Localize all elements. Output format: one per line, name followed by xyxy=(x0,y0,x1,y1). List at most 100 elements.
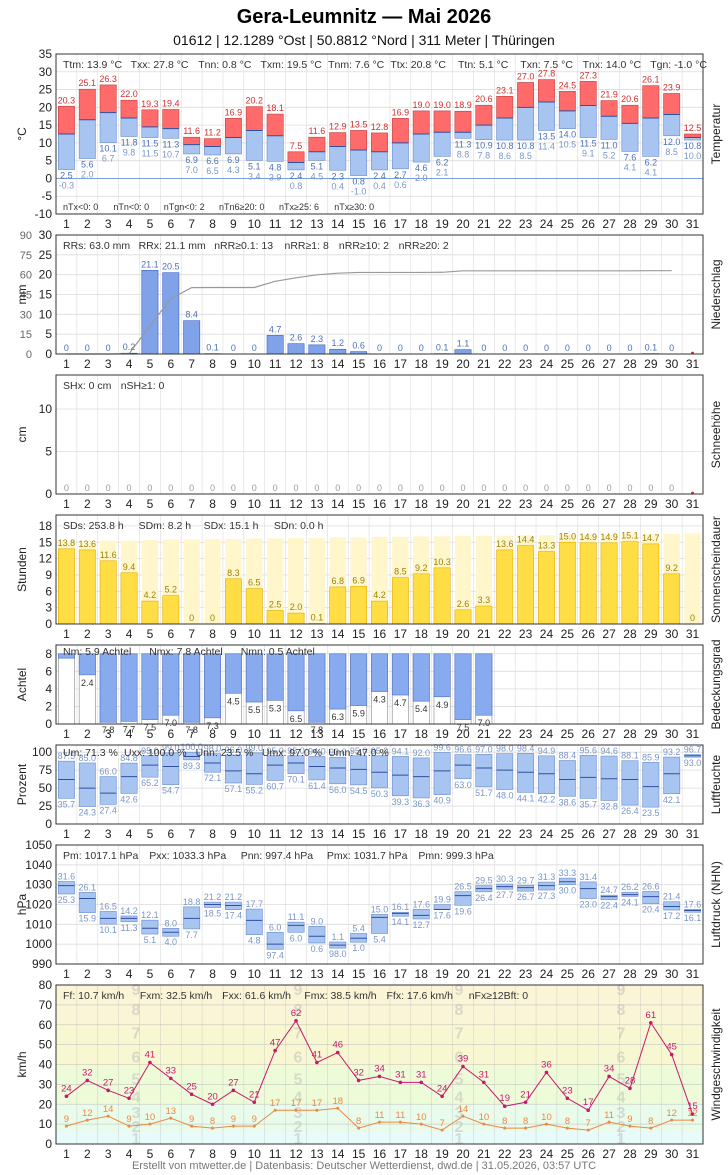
beaufort-label: 3 xyxy=(294,1105,303,1122)
snow-label: 0 xyxy=(189,483,194,493)
x-tick-label: 20 xyxy=(456,827,470,841)
rain-label: 0 xyxy=(607,343,612,353)
x-tick-label: 23 xyxy=(519,357,533,371)
x-tick-label: 28 xyxy=(623,217,637,231)
x-tick-label: 28 xyxy=(623,357,637,371)
temp-min-bar xyxy=(266,135,284,162)
pressure-max-label: 31.6 xyxy=(58,871,76,881)
humidity-bar xyxy=(433,752,451,795)
humidity-max-label: 85.0 xyxy=(79,753,97,763)
temp-ground-label: 4.5 xyxy=(311,171,324,181)
cloud-label: 6.3 xyxy=(332,712,345,722)
x-tick-label: 31 xyxy=(686,357,700,371)
gust-point xyxy=(628,1086,632,1091)
x-tick-label: 11 xyxy=(269,727,282,741)
temp-max-bar xyxy=(287,151,305,163)
stat-label: Umx: 97.0 % xyxy=(262,747,322,759)
humidity-max-label: 95.6 xyxy=(579,745,597,755)
humidity-max-label: 93.2 xyxy=(663,747,681,757)
cloud-bar xyxy=(266,653,284,701)
temp-min-label: 6.2 xyxy=(645,157,658,167)
sun-bar xyxy=(621,541,639,625)
humidity-max-label: 99.6 xyxy=(433,742,451,752)
x-tick-label: 13 xyxy=(310,967,324,981)
beaufort-label: 8 xyxy=(455,1002,464,1019)
gust-point xyxy=(649,1020,653,1025)
x-tick-label: 23 xyxy=(519,627,533,641)
pressure-min-label: 17.6 xyxy=(433,910,451,920)
beaufort-label: 8 xyxy=(617,1002,626,1019)
sun-bar xyxy=(266,610,284,625)
y-tick-label: 5 xyxy=(45,445,52,459)
beaufort-label: 6 xyxy=(455,1050,464,1067)
sun-possible-bar xyxy=(454,535,472,624)
sun-label: 4.2 xyxy=(373,590,386,600)
snow-label: 0 xyxy=(419,483,424,493)
x-tick-label: 16 xyxy=(373,217,387,231)
snow-label: 0 xyxy=(356,483,361,493)
sun-bar xyxy=(600,542,618,625)
temp-ground-label: 6.5 xyxy=(206,166,219,176)
temp-max-bar xyxy=(412,110,430,135)
humidity-min-label: 70.1 xyxy=(287,775,305,785)
humidity-min-label: 61.4 xyxy=(308,781,326,791)
temp-min-label: 5.1 xyxy=(311,161,324,171)
x-tick-label: 18 xyxy=(415,357,429,371)
humidity-bar xyxy=(642,762,660,808)
x-tick-label: 30 xyxy=(665,827,679,841)
gust-label: 32 xyxy=(353,1067,364,1078)
x-tick-label: 24 xyxy=(540,1147,554,1161)
sun-bar xyxy=(99,560,117,625)
pressure-min-label: 18.5 xyxy=(204,908,222,918)
x-tick-label: 29 xyxy=(644,497,658,511)
x-tick-label: 4 xyxy=(126,727,133,741)
cloud-bar xyxy=(141,653,159,720)
pressure-max-label: 16.1 xyxy=(392,902,410,912)
humidity-bar xyxy=(538,755,555,794)
gust-label: 28 xyxy=(625,1075,636,1086)
x-tick-label: 3 xyxy=(105,827,112,841)
pressure-min-label: 20.4 xyxy=(642,905,660,915)
humidity-min-label: 48.0 xyxy=(496,791,514,801)
x-tick-label: 20 xyxy=(456,1147,470,1161)
x-tick-label: 13 xyxy=(310,217,324,231)
stat-label: nTgn<0: 2 xyxy=(164,202,205,212)
snow-label: 0 xyxy=(64,483,69,493)
beaufort-label: 6 xyxy=(617,1050,626,1067)
sun-bar xyxy=(538,551,555,625)
temp-ground-label: 2.0 xyxy=(81,170,94,180)
x-tick-label: 18 xyxy=(415,217,429,231)
temp-ground-label: 11.4 xyxy=(538,141,555,151)
x-tick-label: 2 xyxy=(84,827,91,841)
humidity-bar xyxy=(517,753,535,793)
sun-possible-bar xyxy=(287,537,305,624)
pressure-min-label: 7.7 xyxy=(185,930,198,940)
panel-side-label: Schneehöhe xyxy=(709,400,723,468)
x-tick-label: 29 xyxy=(644,217,658,231)
temp-max-bar xyxy=(600,100,618,117)
x-tick-label: 6 xyxy=(167,627,174,641)
x-tick-label: 29 xyxy=(644,727,658,741)
pressure-max-label: 26.5 xyxy=(454,882,472,892)
cloud-bar xyxy=(454,653,472,720)
humidity-bar xyxy=(663,756,681,795)
x-tick-label: 21 xyxy=(477,1147,491,1161)
humidity-min-label: 93.0 xyxy=(684,758,702,768)
x-tick-label: 29 xyxy=(644,827,658,841)
temp-max-label: 12.8 xyxy=(371,122,389,132)
x-tick-label: 29 xyxy=(644,627,658,641)
gust-point xyxy=(127,1096,131,1101)
cloud-bar xyxy=(245,653,263,703)
x-tick-label: 21 xyxy=(477,497,491,511)
y-tick-label: 50 xyxy=(39,781,53,795)
temp-min-label: 11.8 xyxy=(121,137,138,147)
rain-label: 0 xyxy=(64,343,69,353)
gust-label: 27 xyxy=(228,1077,239,1088)
sun-label: 0 xyxy=(690,613,695,623)
beaufort-label: 8 xyxy=(294,1002,303,1019)
x-tick-label: 24 xyxy=(540,497,554,511)
x-tick-label: 4 xyxy=(126,967,133,981)
x-tick-label: 5 xyxy=(147,357,154,371)
rain-bar xyxy=(329,348,347,355)
snow-label: 0 xyxy=(210,483,215,493)
